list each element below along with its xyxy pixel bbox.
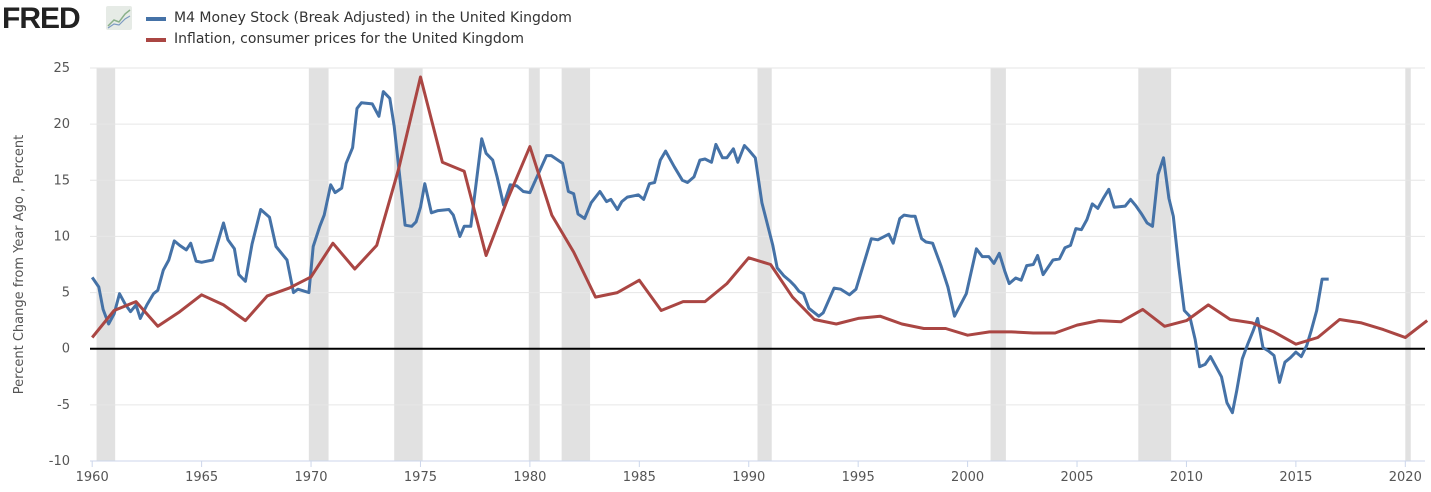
legend-item-inflation[interactable]: Inflation, consumer prices for the Unite…	[146, 29, 572, 50]
y-tick-label: 5	[62, 286, 70, 301]
y-tick-label: 10	[53, 229, 70, 244]
x-tick-label: 1995	[842, 470, 875, 485]
series-line-m4	[90, 90, 1329, 415]
recession-band	[96, 68, 116, 461]
fred-logo: FRED	[2, 2, 81, 35]
y-axis-label: Percent Change from Year Ago , Percent	[12, 135, 27, 394]
y-tick-label: -5	[57, 398, 70, 413]
x-tick-label: 1985	[623, 470, 656, 485]
y-tick-label: -10	[49, 454, 70, 469]
x-tick-label: 1965	[185, 470, 218, 485]
legend: M4 Money Stock (Break Adjusted) in the U…	[146, 8, 572, 50]
x-tick-label: 1990	[732, 470, 765, 485]
recession-band	[757, 68, 772, 461]
y-tick-label: 25	[53, 61, 70, 76]
x-tick-label: 2000	[951, 470, 984, 485]
recession-band	[528, 68, 540, 461]
y-tick-label: 0	[62, 342, 70, 357]
x-tick-label: 1980	[513, 470, 546, 485]
series-line-inflation	[91, 75, 1429, 346]
fred-chart-icon	[106, 6, 132, 30]
y-tick-label: 20	[53, 117, 70, 132]
x-tick-label: 2010	[1170, 470, 1203, 485]
y-tick-label: 15	[53, 173, 70, 188]
legend-swatch-m4	[146, 16, 166, 21]
legend-item-m4[interactable]: M4 Money Stock (Break Adjusted) in the U…	[146, 8, 572, 29]
recession-band	[1138, 68, 1172, 461]
x-tick-label: 1960	[76, 470, 109, 485]
x-tick-label: 1970	[294, 470, 327, 485]
recession-band	[1405, 68, 1411, 461]
x-tick-label: 1975	[404, 470, 437, 485]
x-tick-label: 2005	[1060, 470, 1093, 485]
chart-header: FRED M4 Money Stock (Break Adjusted) in …	[0, 0, 700, 50]
recession-band	[561, 68, 591, 461]
x-tick-label: 2020	[1389, 470, 1422, 485]
legend-label-m4: M4 Money Stock (Break Adjusted) in the U…	[174, 10, 572, 26]
legend-label-inflation: Inflation, consumer prices for the Unite…	[174, 31, 524, 47]
x-tick-label: 2015	[1279, 470, 1312, 485]
legend-swatch-inflation	[146, 37, 166, 42]
recession-band	[990, 68, 1006, 461]
